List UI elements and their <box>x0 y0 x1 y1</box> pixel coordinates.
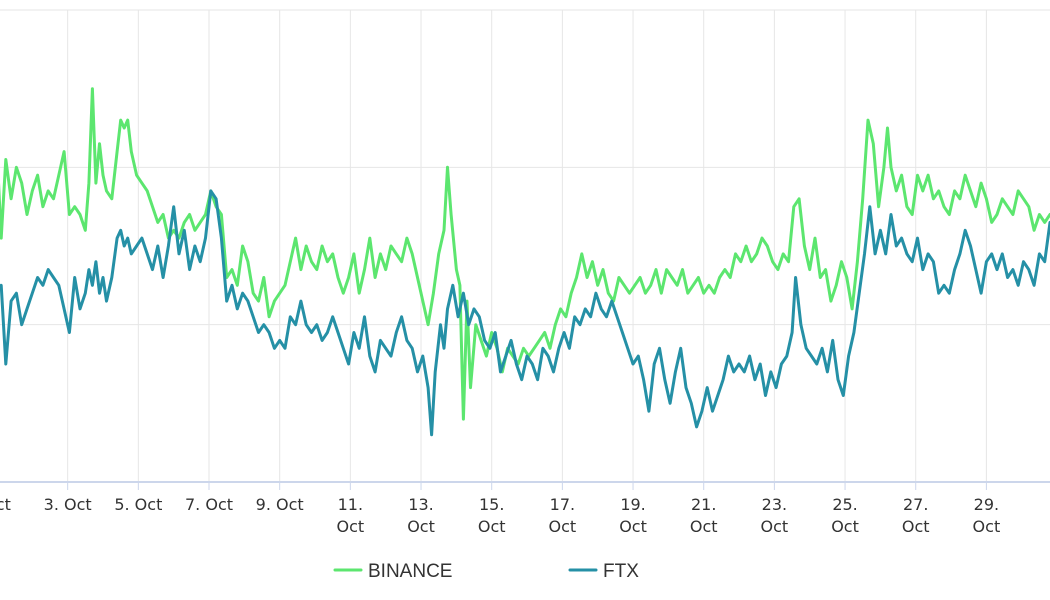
x-tick-label-line: 17. <box>550 495 575 514</box>
x-tick-label-line: 7. Oct <box>185 495 233 514</box>
x-tick-label-line: 15. <box>479 495 504 514</box>
x-tick-label-line: 9. Oct <box>256 495 304 514</box>
x-tick-label-line: Oct <box>973 517 1001 536</box>
x-tick-label: 15. Oct <box>478 495 506 536</box>
x-tick-label-line: Oct <box>549 517 577 536</box>
x-tick-label: 19. Oct <box>619 495 647 536</box>
x-tick-label: 21. Oct <box>690 495 718 536</box>
x-tick-label-line: Oct <box>407 517 435 536</box>
x-tick-label-line: Oct <box>761 517 789 536</box>
x-tick-label-line: 23. <box>762 495 787 514</box>
x-tick-label: Oct <box>0 495 11 514</box>
legend-label: BINANCE <box>368 561 452 582</box>
x-tick-label-line: Oct <box>337 517 365 536</box>
series-layer <box>0 87 1050 437</box>
legend[interactable]: BINANCE FTX <box>333 561 639 582</box>
x-tick-label: 3. Oct <box>44 495 92 514</box>
x-tick-label: 5. Oct <box>114 495 162 514</box>
x-tick-label: 27. Oct <box>902 495 930 536</box>
x-tick-label: 7. Oct <box>185 495 233 514</box>
series-line-binance[interactable] <box>0 87 1050 421</box>
x-tick-label-line: 11. <box>338 495 363 514</box>
x-tick-label-line: Oct <box>0 495 11 514</box>
x-tick-label-line: Oct <box>478 517 506 536</box>
x-tick-label: 17. Oct <box>549 495 577 536</box>
legend-item-ftx[interactable]: FTX <box>568 561 639 582</box>
x-tick-label: 29. Oct <box>973 495 1001 536</box>
x-tick-label-line: 29. <box>974 495 999 514</box>
x-tick-label-line: 25. <box>832 495 857 514</box>
legend-label: FTX <box>603 561 639 582</box>
x-tick-label-line: 21. <box>691 495 716 514</box>
x-tick-label-line: Oct <box>690 517 718 536</box>
x-tick-label: 25. Oct <box>831 495 859 536</box>
x-tick-label-line: 27. <box>903 495 928 514</box>
x-tick-label: 11. Oct <box>337 495 365 536</box>
x-tick-label: 13. Oct <box>407 495 435 536</box>
x-tick-label-line: Oct <box>902 517 930 536</box>
legend-item-binance[interactable]: BINANCE <box>333 561 452 582</box>
x-tick-label-line: 5. Oct <box>114 495 162 514</box>
x-tick-label-line: 3. Oct <box>44 495 92 514</box>
series-line-ftx[interactable] <box>0 189 1050 437</box>
x-tick-label-line: 13. <box>408 495 433 514</box>
x-tick-label: 23. Oct <box>761 495 789 536</box>
x-tick-label-line: 19. <box>620 495 645 514</box>
x-tick-label-line: Oct <box>831 517 859 536</box>
x-tick-label: 9. Oct <box>256 495 304 514</box>
x-tick-label-line: Oct <box>619 517 647 536</box>
